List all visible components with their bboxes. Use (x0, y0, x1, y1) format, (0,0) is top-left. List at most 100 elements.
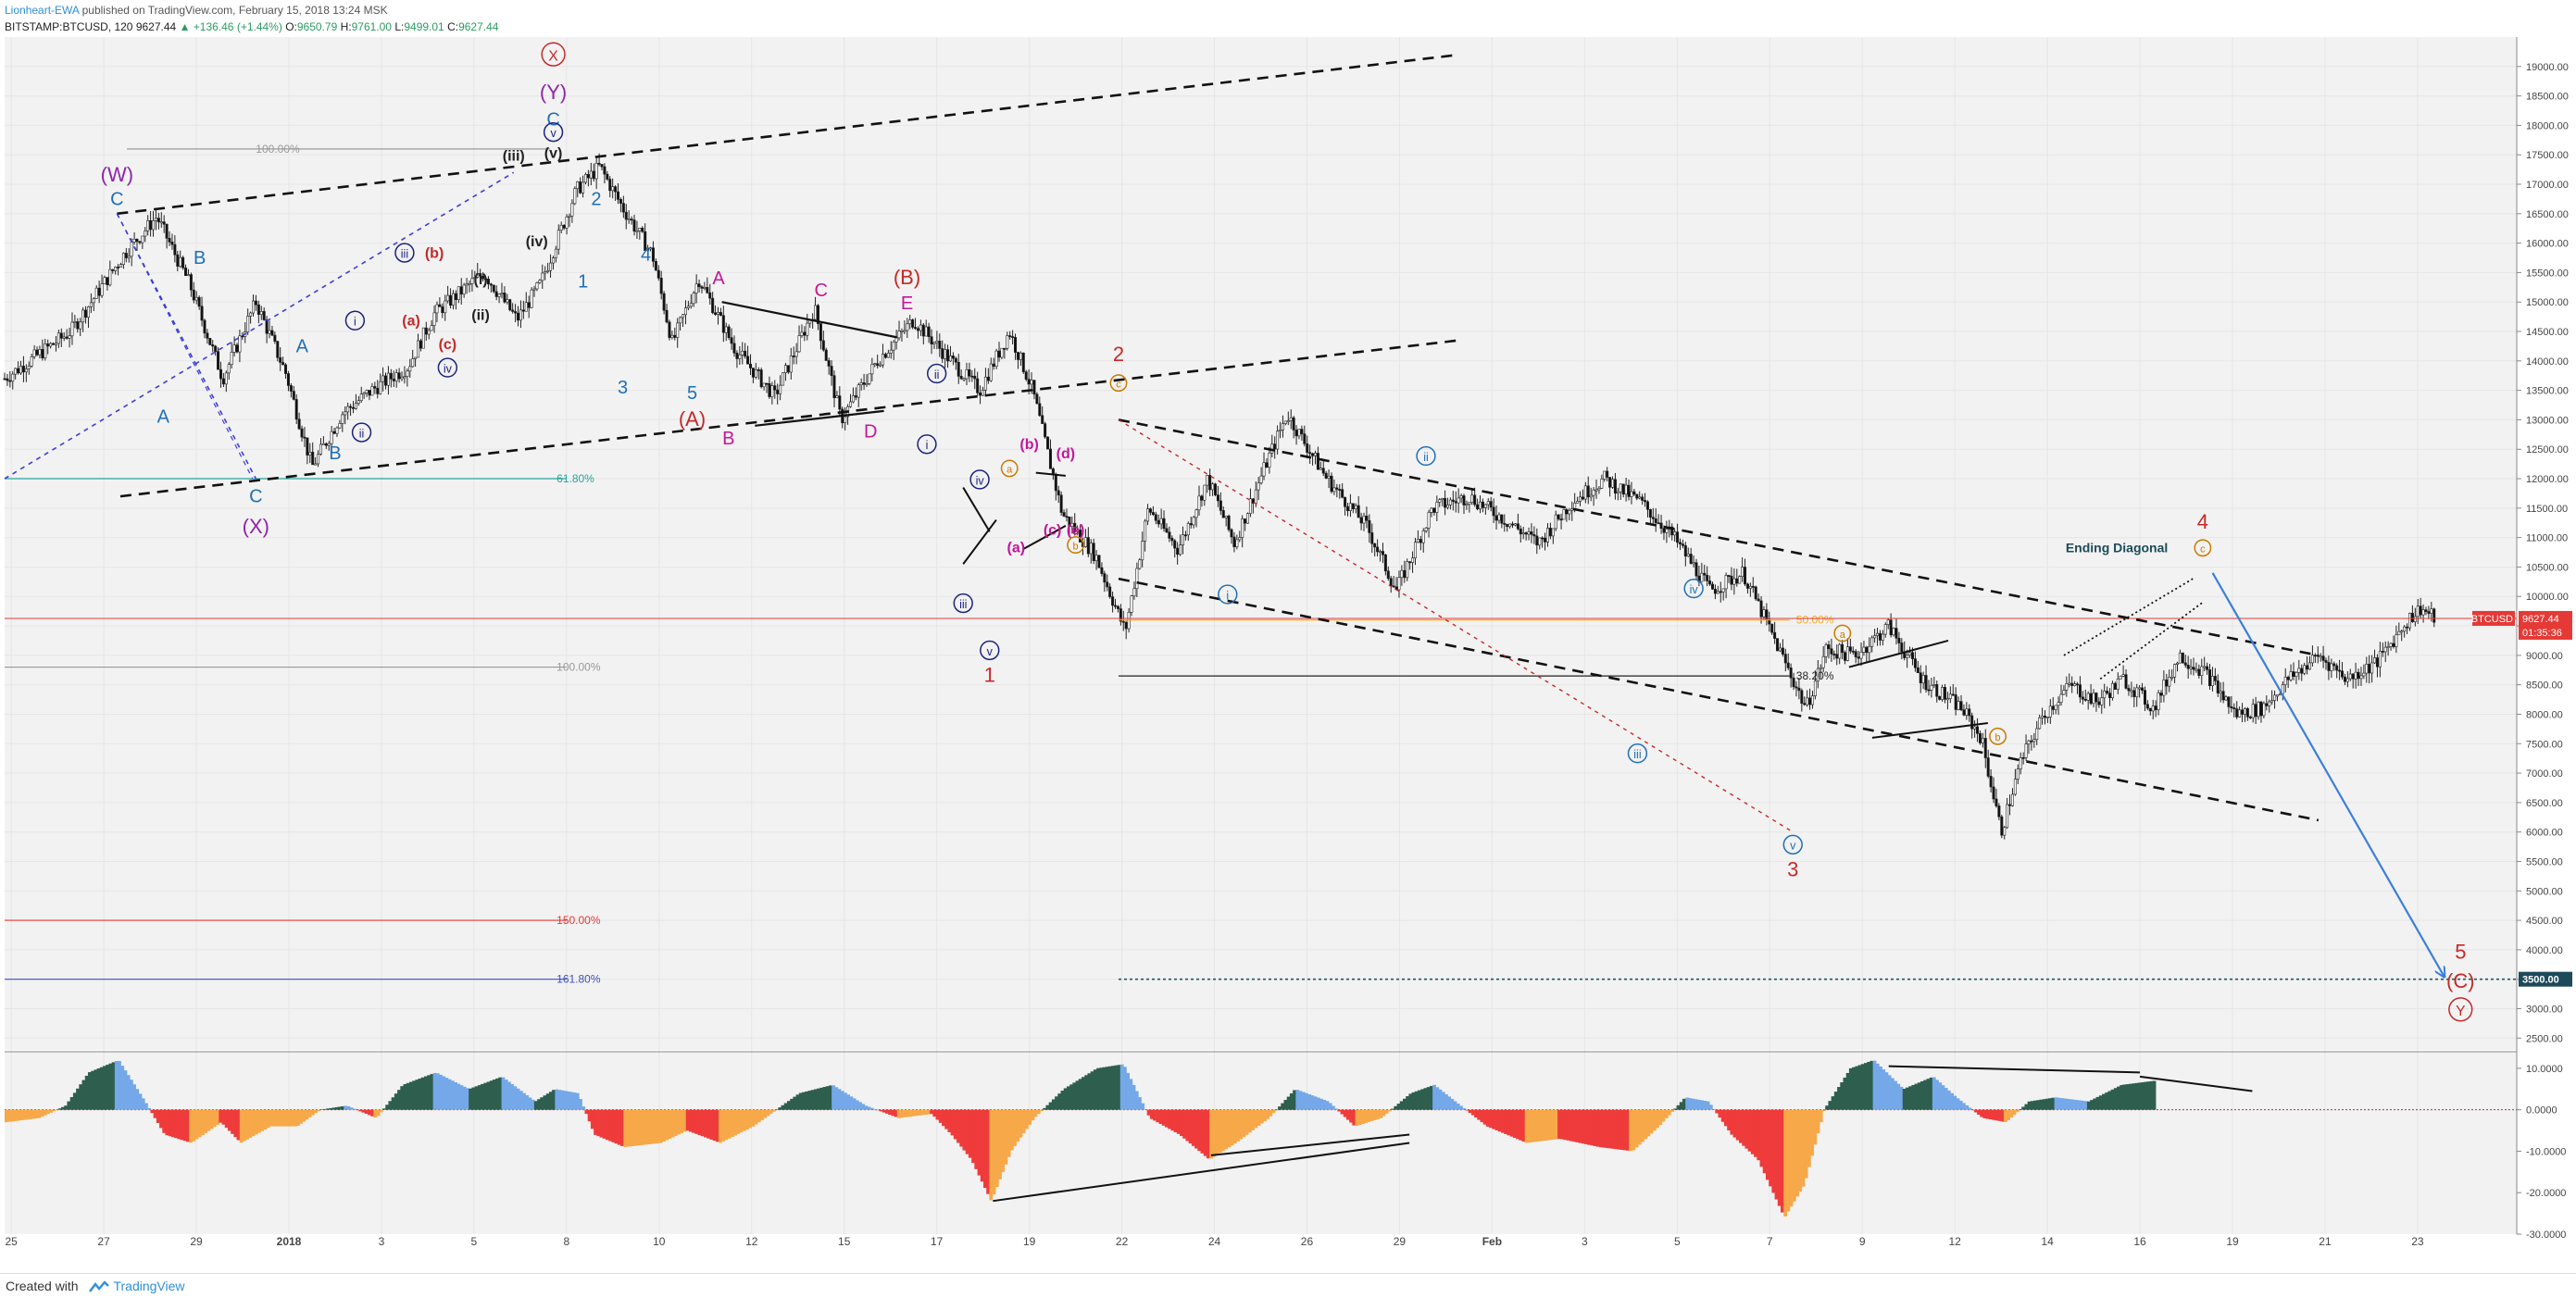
candle[interactable] (459, 286, 463, 295)
candle[interactable] (814, 305, 818, 320)
wave-label[interactable]: (b) (1019, 437, 1038, 453)
candle[interactable] (1132, 588, 1136, 597)
candle[interactable] (1170, 538, 1174, 542)
candle[interactable] (2159, 693, 2163, 696)
candle[interactable] (754, 368, 757, 378)
candle[interactable] (941, 348, 944, 359)
candle[interactable] (117, 267, 120, 268)
candle[interactable] (1148, 508, 1152, 513)
candle[interactable] (1644, 500, 1647, 503)
wave-label-circled[interactable]: a (1000, 459, 1019, 478)
candle[interactable] (1116, 605, 1119, 609)
candle[interactable] (2197, 668, 2201, 676)
candle[interactable] (2157, 693, 2160, 710)
candle[interactable] (256, 304, 260, 315)
candle[interactable] (503, 293, 506, 303)
candle[interactable] (821, 340, 825, 351)
candle[interactable] (1968, 708, 1971, 717)
candle[interactable] (27, 366, 31, 369)
candle[interactable] (2348, 673, 2352, 680)
candle[interactable] (1330, 475, 1333, 493)
candle[interactable] (697, 283, 701, 288)
candle[interactable] (1989, 776, 1993, 788)
candle[interactable] (176, 254, 180, 267)
candle[interactable] (2335, 665, 2339, 671)
candle[interactable] (400, 376, 404, 380)
candle[interactable] (1292, 417, 1295, 431)
candle[interactable] (108, 268, 112, 286)
candle[interactable] (35, 349, 39, 356)
candle[interactable] (1635, 493, 1639, 499)
candle[interactable] (676, 322, 680, 338)
candle[interactable] (530, 289, 533, 308)
candle[interactable] (2083, 698, 2087, 701)
wave-label[interactable]: (B) (894, 266, 920, 289)
candle[interactable] (11, 373, 15, 382)
candle[interactable] (1759, 600, 1763, 618)
candle[interactable] (1886, 619, 1890, 625)
wave-label-circled[interactable]: i (344, 310, 366, 331)
candle[interactable] (1935, 684, 1939, 697)
candle[interactable] (1435, 502, 1439, 513)
candle[interactable] (392, 379, 395, 381)
candle[interactable] (916, 328, 919, 331)
candle[interactable] (203, 319, 206, 334)
candle[interactable] (79, 321, 82, 330)
wave-label[interactable]: 2 (591, 189, 601, 209)
candle[interactable] (1189, 523, 1193, 526)
candle[interactable] (2183, 662, 2187, 666)
candle[interactable] (192, 289, 195, 301)
candle[interactable] (2368, 664, 2371, 674)
candle[interactable] (976, 378, 980, 393)
trendline[interactable] (2063, 578, 2194, 656)
candle[interactable] (300, 428, 304, 438)
candle[interactable] (2289, 671, 2293, 680)
candle[interactable] (211, 344, 215, 347)
candle[interactable] (744, 350, 747, 357)
candle[interactable] (332, 431, 336, 434)
candle[interactable] (2081, 696, 2084, 700)
candle[interactable] (789, 356, 793, 373)
candle[interactable] (49, 343, 53, 347)
candle[interactable] (2297, 668, 2301, 673)
candle[interactable] (2406, 626, 2409, 629)
candle[interactable] (1338, 489, 1342, 491)
author-link[interactable]: Lionheart-EWA (5, 4, 80, 17)
candle[interactable] (441, 306, 444, 314)
candle[interactable] (838, 395, 842, 410)
candle[interactable] (1773, 631, 1777, 639)
candle[interactable] (2295, 671, 2298, 677)
candle[interactable] (1300, 429, 1304, 435)
candle[interactable] (686, 306, 690, 308)
candle[interactable] (706, 287, 709, 293)
candle[interactable] (1227, 516, 1231, 530)
candle[interactable] (38, 349, 42, 356)
candle[interactable] (889, 349, 893, 354)
candle[interactable] (449, 294, 453, 306)
candle[interactable] (2124, 674, 2128, 689)
candle[interactable] (982, 389, 985, 396)
candle[interactable] (1157, 519, 1160, 525)
candle[interactable] (1627, 484, 1631, 497)
candle[interactable] (827, 360, 831, 367)
candle[interactable] (2262, 703, 2266, 717)
candle[interactable] (2419, 605, 2422, 616)
candle[interactable] (103, 277, 106, 284)
candle[interactable] (1648, 509, 1652, 518)
candle[interactable] (489, 283, 493, 286)
candle[interactable] (1694, 562, 1698, 577)
candle[interactable] (217, 351, 220, 370)
candle[interactable] (521, 309, 525, 312)
projection-arrow[interactable] (2211, 572, 2445, 977)
candle[interactable] (1810, 695, 1814, 705)
candle[interactable] (524, 302, 528, 312)
candle[interactable] (1219, 500, 1222, 511)
trendline[interactable] (117, 53, 1459, 216)
candle[interactable] (2332, 663, 2336, 667)
candle[interactable] (682, 314, 685, 318)
wave-label[interactable]: E (901, 293, 913, 314)
candle[interactable] (1106, 581, 1109, 588)
candle[interactable] (2168, 677, 2171, 687)
candle[interactable] (786, 365, 790, 373)
candle[interactable] (2386, 646, 2390, 648)
